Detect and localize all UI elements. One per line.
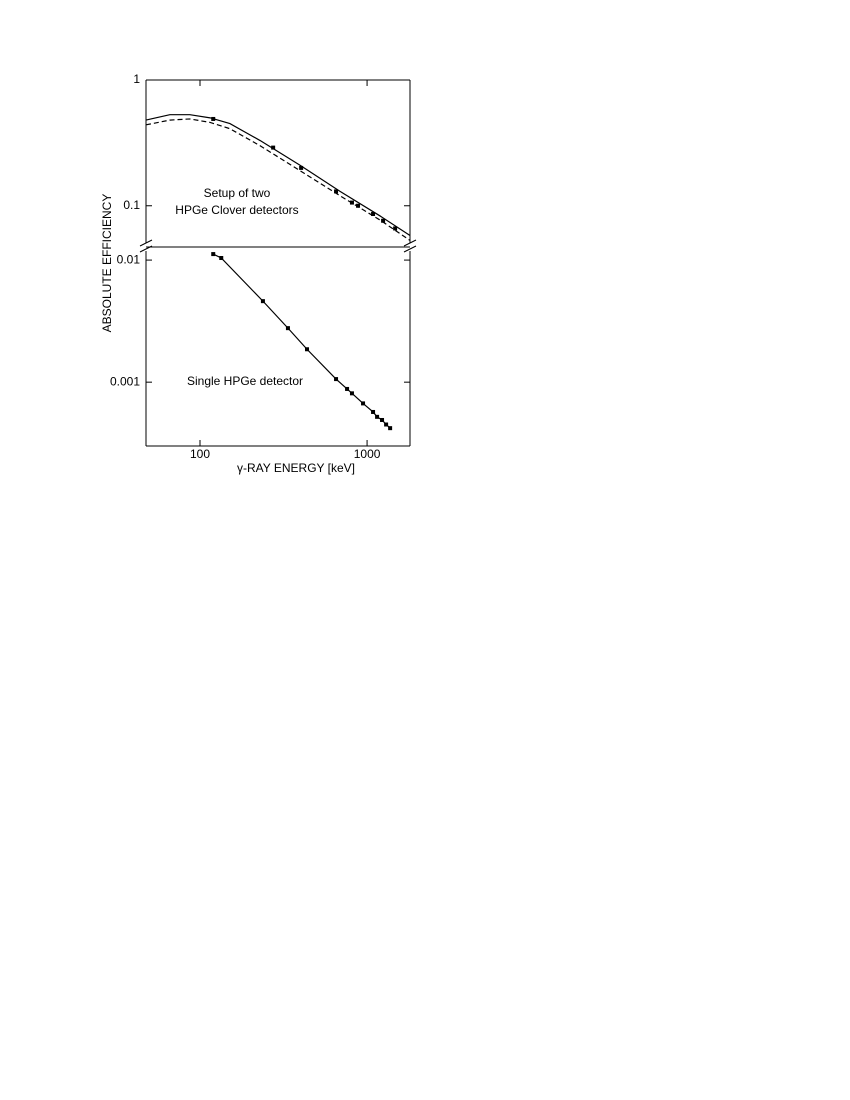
y-tick-label: 0.001 xyxy=(110,374,140,388)
y-tick-label: 0.01 xyxy=(117,252,141,266)
marker xyxy=(345,386,350,391)
frame xyxy=(139,79,417,447)
marker xyxy=(388,426,393,431)
marker xyxy=(211,252,216,257)
x-tick-label: 100 xyxy=(190,447,210,461)
marker xyxy=(375,414,380,419)
annotation: Setup of two xyxy=(204,186,271,200)
marker xyxy=(219,256,224,261)
marker xyxy=(371,409,376,414)
y-axis-label: ABSOLUTE EFFICIENCY xyxy=(100,194,114,333)
marker xyxy=(380,417,385,422)
break-mark xyxy=(139,239,417,253)
marker xyxy=(285,326,290,331)
marker xyxy=(334,189,339,194)
x-axis-label: γ-RAY ENERGY [keV] xyxy=(237,461,355,475)
marker xyxy=(299,165,304,170)
marker xyxy=(334,377,339,382)
marker xyxy=(349,391,354,396)
annotation: Single HPGe detector xyxy=(187,374,303,388)
marker xyxy=(384,422,389,427)
line xyxy=(145,114,411,237)
annotation: HPGe Clover detectors xyxy=(175,203,298,217)
marker xyxy=(393,226,398,231)
marker xyxy=(349,200,354,205)
marker xyxy=(371,211,376,216)
marker xyxy=(381,218,386,223)
marker xyxy=(211,116,216,121)
marker xyxy=(356,203,361,208)
marker xyxy=(271,145,276,150)
x-tick-label: 1000 xyxy=(354,447,381,461)
marker xyxy=(305,347,310,352)
y-tick-label: 0.1 xyxy=(123,198,140,212)
y-tick-label: 1 xyxy=(133,72,140,86)
marker xyxy=(361,401,366,406)
marker xyxy=(260,299,265,304)
line xyxy=(145,118,411,241)
